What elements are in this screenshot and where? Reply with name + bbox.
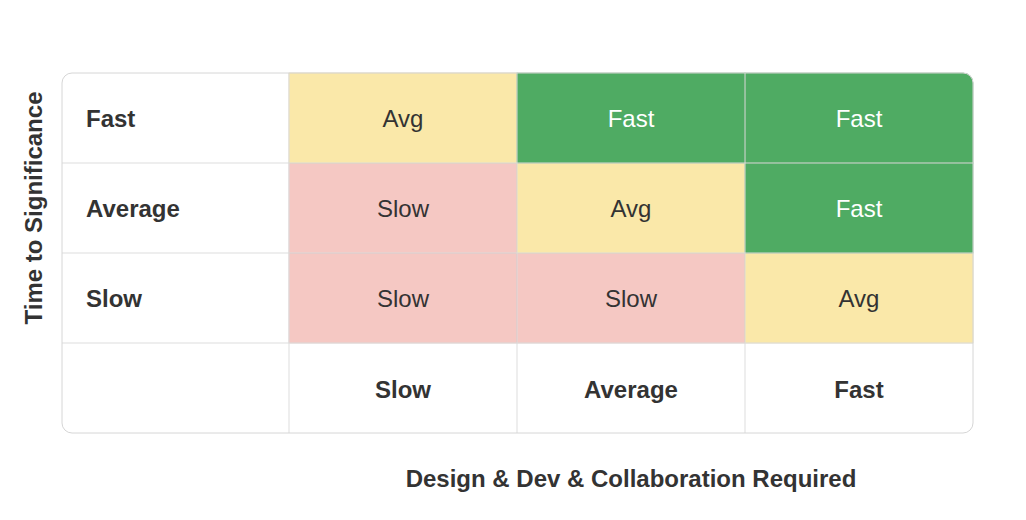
svg-text:Fast: Fast [836, 195, 883, 222]
svg-text:Fast: Fast [608, 105, 655, 132]
svg-text:Slow: Slow [375, 376, 431, 403]
svg-text:Slow: Slow [377, 285, 430, 312]
svg-text:Slow: Slow [377, 195, 430, 222]
svg-text:Slow: Slow [605, 285, 658, 312]
svg-text:Avg: Avg [611, 195, 652, 222]
svg-text:Fast: Fast [836, 105, 883, 132]
svg-text:Slow: Slow [86, 285, 142, 312]
svg-text:Fast: Fast [86, 105, 135, 132]
svg-text:Average: Average [584, 376, 678, 403]
svg-text:Avg: Avg [839, 285, 880, 312]
svg-text:Design & Dev & Collaboration R: Design & Dev & Collaboration Required [406, 465, 857, 492]
svg-text:Fast: Fast [834, 376, 883, 403]
svg-text:Average: Average [86, 195, 180, 222]
svg-text:Avg: Avg [383, 105, 424, 132]
svg-text:Time to Significance: Time to Significance [20, 92, 47, 325]
